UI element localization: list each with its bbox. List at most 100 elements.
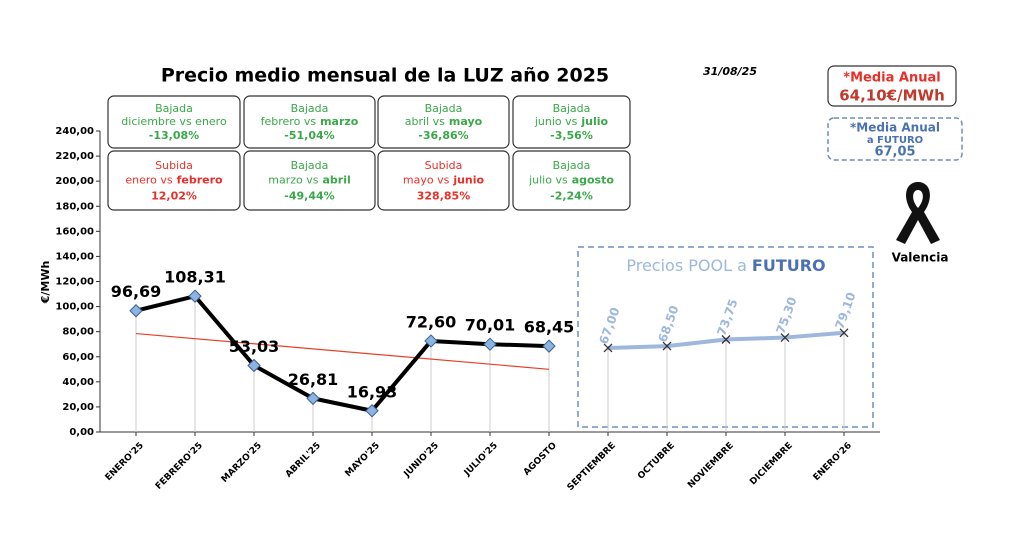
comparison-change: 12,02% — [151, 189, 197, 202]
x-tick-label: JULIO'25 — [462, 441, 500, 479]
marker — [721, 335, 731, 344]
series-line — [135, 294, 550, 413]
comparison-label: Bajada — [291, 102, 329, 115]
y-tick-label: 240,00 — [55, 126, 94, 137]
comparison-text-part: junio vs — [534, 115, 578, 128]
comparison-change: -3,56% — [550, 129, 593, 142]
marker — [129, 304, 143, 318]
x-tick-label: NOVIEMBRE — [686, 441, 736, 491]
marker — [365, 404, 379, 418]
value-label: 26,81 — [288, 370, 339, 389]
comparison-box — [377, 95, 510, 149]
value-label: 108,31 — [164, 268, 226, 287]
value-label: 16,93 — [347, 382, 398, 401]
chart-title: Precio medio mensual de la LUZ año 2025 — [161, 65, 609, 87]
trendline — [135, 332, 550, 370]
x-tick-label: JUNIO'25 — [402, 441, 441, 480]
y-tick-label: 80,00 — [62, 327, 94, 338]
comparison-text: enero vs febrero — [125, 174, 223, 187]
marker — [603, 343, 613, 353]
future-box-title: Precios POOL a FUTURO — [626, 256, 825, 275]
value-label: 72,60 — [406, 312, 457, 331]
comparison-text: mayo vs junio — [403, 174, 485, 187]
comparison-text: junio vs julio — [534, 115, 609, 128]
comparison-text-part: febrero vs — [261, 115, 317, 128]
value-label: 68,45 — [524, 318, 575, 337]
comparison-box — [377, 150, 510, 211]
comparison-text: febrero vs marzo — [261, 115, 359, 128]
comparison-label: Bajada — [553, 159, 591, 172]
marker — [306, 391, 320, 406]
comparison-bold: abril — [322, 174, 350, 187]
x-tick-label: MAYO'25 — [344, 441, 382, 479]
comparison-box — [243, 95, 376, 149]
value-label: 67,00 — [596, 306, 622, 346]
marker — [424, 334, 438, 348]
comparison-label: Bajada — [291, 159, 329, 172]
comparison-bold: febrero — [177, 174, 223, 187]
future-average-box — [827, 117, 963, 161]
y-tick-label: 60,00 — [62, 352, 94, 363]
x-tick-label: ENERO'25 — [104, 441, 146, 483]
comparison-label: Bajada — [425, 102, 463, 115]
comparison-change: -36,86% — [418, 129, 468, 142]
marker — [780, 333, 790, 343]
comparison-text-part: diciembre vs enero — [121, 115, 227, 128]
value-label: 96,69 — [111, 282, 162, 301]
value-label: 68,50 — [655, 304, 681, 344]
marker — [662, 341, 672, 351]
comparison-change: -2,24% — [550, 189, 593, 202]
y-tick-label: 120,00 — [55, 277, 94, 288]
marker — [247, 358, 261, 373]
comparison-text-part: abril vs — [405, 115, 445, 128]
y-tick-label: 0,00 — [69, 427, 94, 438]
future-average-title: *Media Anual — [850, 121, 940, 135]
marker — [542, 339, 556, 353]
comparison-label: Subida — [155, 159, 193, 172]
x-tick-label: AGOSTO — [522, 441, 559, 478]
future-average-value: 67,05 — [874, 145, 915, 160]
y-tick-label: 200,00 — [55, 176, 94, 187]
marker — [483, 337, 497, 351]
comparison-bold: junio — [452, 174, 484, 187]
comparison-box — [512, 150, 631, 211]
comparison-box — [107, 150, 241, 211]
y-tick-label: 40,00 — [62, 377, 94, 388]
marker — [188, 289, 202, 303]
comparison-change: -51,04% — [284, 129, 334, 142]
comparison-bold: marzo — [320, 115, 359, 128]
annual-average-title: *Media Anual — [843, 71, 940, 86]
comparison-text-part: julio vs — [528, 174, 568, 187]
x-tick-label: MARZO'25 — [220, 441, 264, 485]
comparison-text: diciembre vs enero — [121, 115, 227, 128]
comparison-change: -49,44% — [284, 189, 334, 202]
y-tick-label: 100,00 — [55, 302, 94, 313]
comparison-label: Bajada — [553, 102, 591, 115]
x-tick-label: ENERO'26 — [812, 441, 854, 483]
y-tick-label: 180,00 — [55, 201, 94, 212]
y-tick-label: 20,00 — [62, 402, 94, 413]
comparison-text: julio vs agosto — [528, 174, 614, 187]
comparison-text: marzo vs abril — [268, 174, 351, 187]
x-tick-label: SEPTIEMBRE — [566, 441, 618, 493]
marker — [839, 328, 849, 338]
comparison-label: Bajada — [155, 102, 193, 115]
annual-average-box — [827, 65, 957, 107]
value-label: 75,30 — [773, 295, 799, 335]
comparison-box — [512, 95, 631, 149]
value-label: 79,10 — [832, 290, 858, 330]
y-tick-label: 220,00 — [55, 151, 94, 162]
value-label: 53,03 — [229, 337, 280, 356]
comparison-bold: agosto — [572, 174, 615, 187]
comparison-label: Subida — [425, 159, 463, 172]
x-tick-label: DICIEMBRE — [748, 441, 795, 488]
y-tick-label: 160,00 — [55, 226, 94, 237]
comparison-text: abril vs mayo — [405, 115, 483, 128]
date: 31/08/25 — [703, 65, 757, 78]
comparison-text-part: enero vs — [125, 174, 173, 187]
value-label: 73,75 — [714, 297, 740, 337]
comparison-change: 328,85% — [417, 189, 470, 202]
x-tick-label: ABRIL'25 — [284, 441, 323, 480]
comparison-text-part: mayo vs — [403, 174, 450, 187]
